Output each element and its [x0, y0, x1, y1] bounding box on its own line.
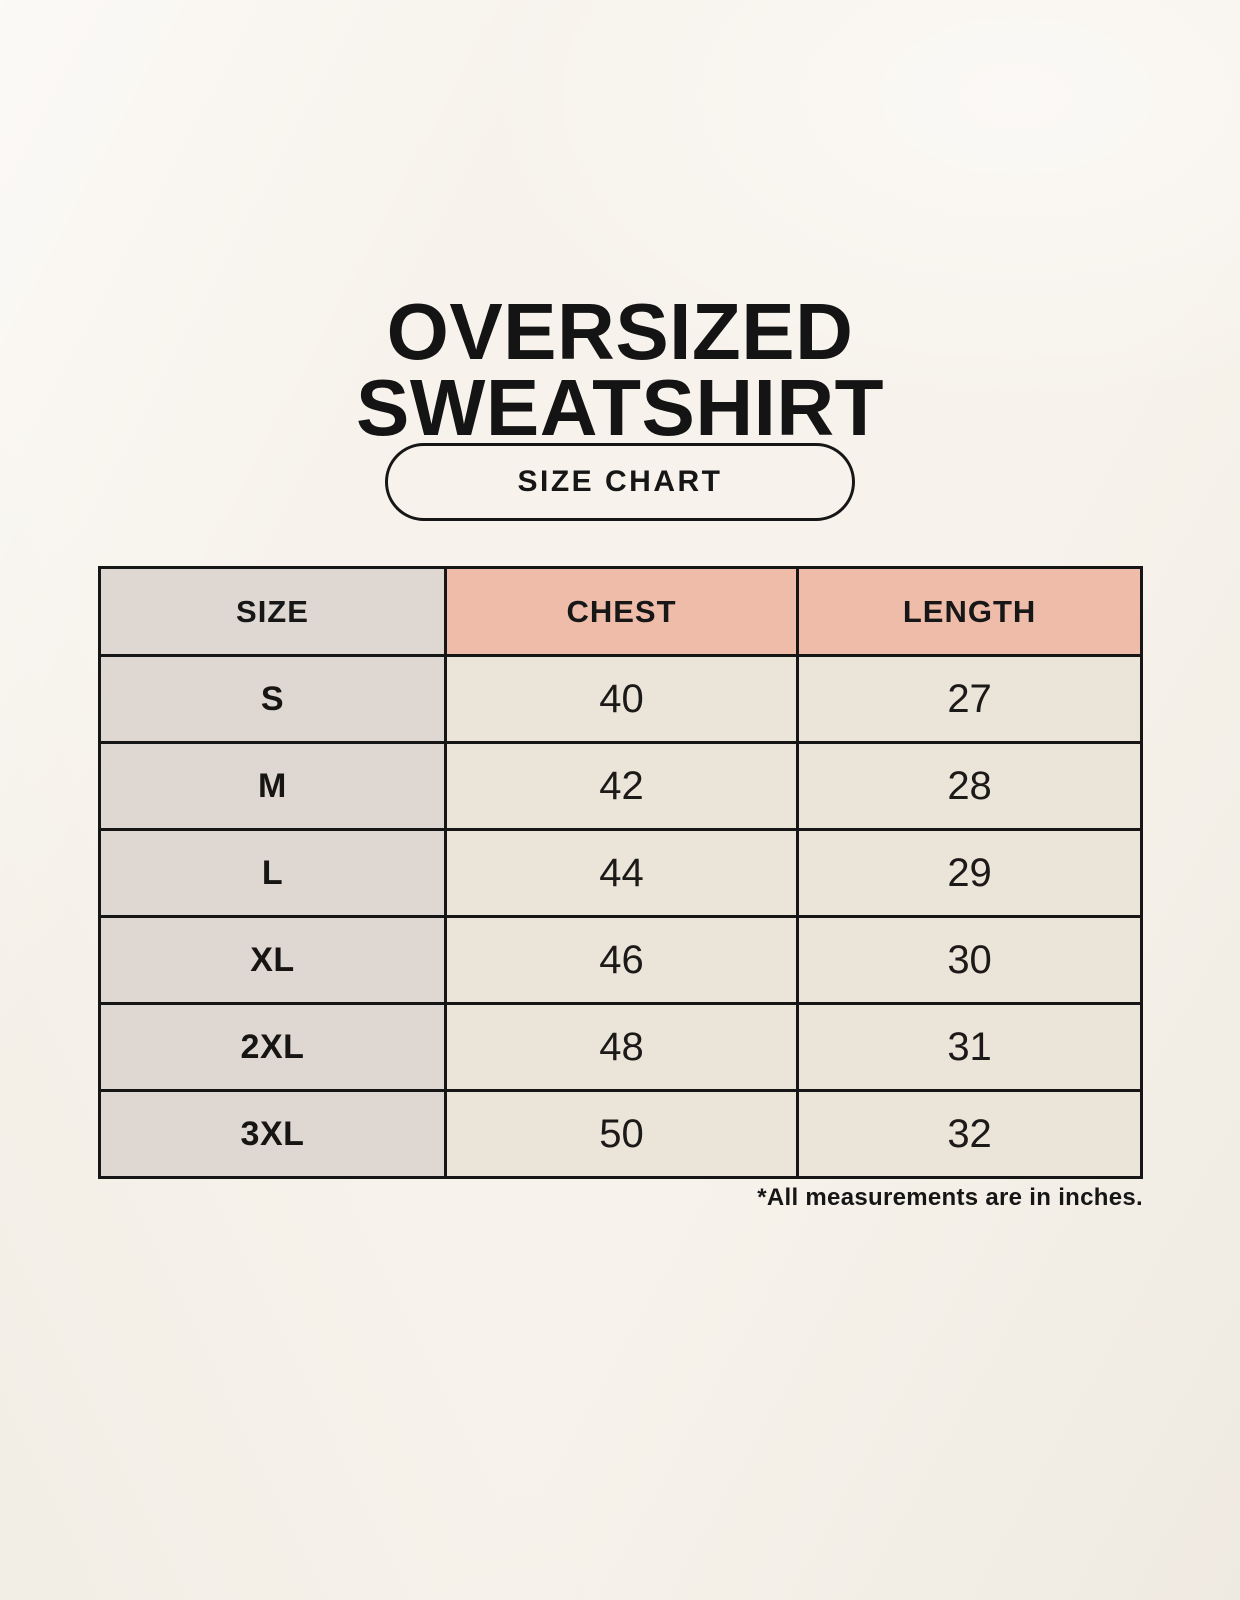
chest-value: 50	[443, 1089, 800, 1179]
size-label: 2XL	[98, 1002, 447, 1092]
column-header-chest: CHEST	[443, 566, 800, 657]
table-header-row: SIZE CHEST LENGTH	[98, 566, 1143, 657]
size-label: L	[98, 828, 447, 918]
length-value: 32	[796, 1089, 1143, 1179]
size-label: 3XL	[98, 1089, 447, 1179]
chest-value: 48	[443, 1002, 800, 1092]
measurements-footnote: *All measurements are in inches.	[757, 1184, 1143, 1211]
length-value: 30	[796, 915, 1143, 1005]
table-row: XL 46 30	[98, 915, 1143, 1005]
size-label: S	[98, 654, 447, 744]
chest-value: 42	[443, 741, 800, 831]
table-row: L 44 29	[98, 828, 1143, 918]
page-title-line2: SWEATSHIRT	[356, 362, 884, 452]
size-chart-badge-label: SIZE CHART	[517, 465, 723, 498]
length-value: 28	[796, 741, 1143, 831]
column-header-size: SIZE	[98, 566, 447, 657]
length-value: 31	[796, 1002, 1143, 1092]
table-row: 2XL 48 31	[98, 1002, 1143, 1092]
column-header-length: LENGTH	[796, 566, 1143, 657]
table-row: S 40 27	[98, 654, 1143, 744]
chest-value: 46	[443, 915, 800, 1005]
length-value: 29	[796, 828, 1143, 918]
length-value: 27	[796, 654, 1143, 744]
size-label: M	[98, 741, 447, 831]
table-row: M 42 28	[98, 741, 1143, 831]
chest-value: 40	[443, 654, 800, 744]
page-title-line1: OVERSIZED	[386, 286, 854, 376]
size-chart-badge: SIZE CHART	[385, 443, 855, 521]
table-row: 3XL 50 32	[98, 1089, 1143, 1179]
chest-value: 44	[443, 828, 800, 918]
size-label: XL	[98, 915, 447, 1005]
page-title: OVERSIZED SWEATSHIRT	[0, 291, 1240, 447]
size-chart-table: SIZE CHEST LENGTH S 40 27 M 42 28 L 44 2…	[98, 566, 1143, 1179]
